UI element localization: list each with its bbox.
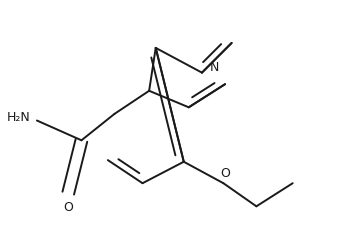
Text: H₂N: H₂N: [6, 111, 30, 124]
Text: N: N: [210, 61, 220, 74]
Text: O: O: [220, 167, 230, 180]
Text: O: O: [63, 201, 73, 214]
